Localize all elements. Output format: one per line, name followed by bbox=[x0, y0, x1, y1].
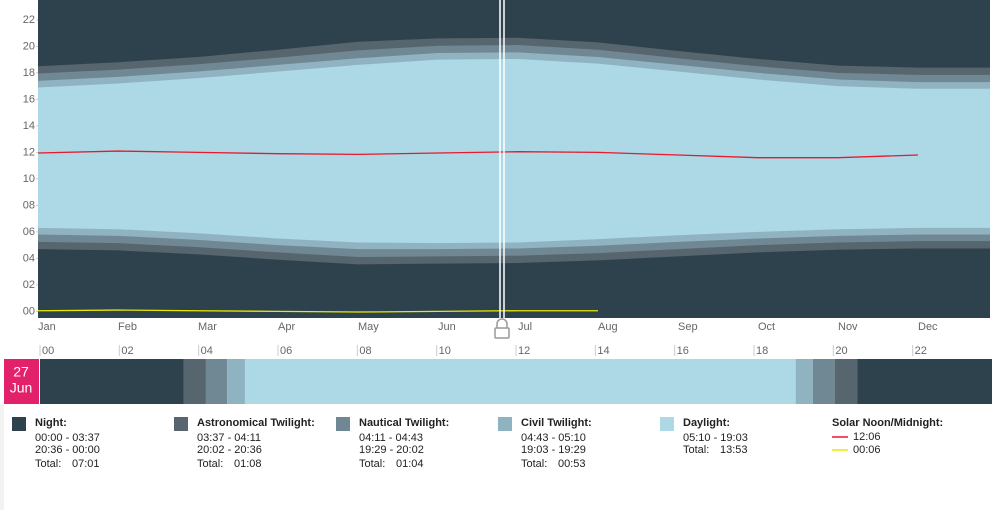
legend-time: 04:43 - 05:10 bbox=[521, 432, 586, 444]
x-tick-label: Jul bbox=[518, 321, 532, 333]
legend-total-label: Total: bbox=[359, 458, 385, 470]
legend-swatch bbox=[660, 417, 674, 431]
legend-time: 05:10 - 19:03 bbox=[683, 432, 748, 444]
y-tick-label: 08 bbox=[23, 199, 35, 211]
legend-area bbox=[0, 404, 993, 510]
twilight-band bbox=[38, 58, 990, 244]
hour-tick-label: 18 bbox=[756, 345, 768, 357]
date-day: 27 bbox=[13, 364, 29, 380]
x-tick-label: Apr bbox=[278, 321, 295, 333]
hour-tick-label: 08 bbox=[359, 345, 371, 357]
day-segment bbox=[834, 359, 858, 404]
y-tick-label: 16 bbox=[23, 93, 35, 105]
legend-name: Daylight: bbox=[683, 417, 730, 429]
date-badge bbox=[4, 359, 39, 404]
legend-time: 20:02 - 20:36 bbox=[197, 444, 262, 456]
day-segment bbox=[205, 359, 228, 404]
hour-tick-label: 22 bbox=[915, 345, 927, 357]
y-tick-label: 06 bbox=[23, 226, 35, 238]
day-segment bbox=[857, 359, 992, 404]
y-tick-label: 22 bbox=[23, 14, 35, 26]
day-segment bbox=[183, 359, 206, 404]
legend-time: 03:37 - 04:11 bbox=[197, 432, 261, 444]
hour-tick-label: 06 bbox=[280, 345, 292, 357]
day-segment bbox=[244, 359, 796, 404]
legend-swatch bbox=[498, 417, 512, 431]
legend-name: Astronomical Twilight: bbox=[197, 417, 315, 429]
legend-swatch bbox=[336, 417, 350, 431]
plot bbox=[37, 37, 990, 313]
y-tick-label: 02 bbox=[23, 279, 35, 291]
hour-tick-label: 04 bbox=[201, 345, 213, 357]
date-month: Jun bbox=[10, 380, 33, 396]
hour-tick-label: 16 bbox=[677, 345, 689, 357]
legend-time: 00:06 bbox=[853, 444, 881, 456]
x-tick-label: Oct bbox=[758, 321, 775, 333]
hour-tick-label: 14 bbox=[597, 345, 609, 357]
legend-total-label: Total: bbox=[683, 444, 709, 456]
hour-tick-label: 12 bbox=[518, 345, 530, 357]
legend-total: 00:53 bbox=[558, 458, 586, 470]
legend-time: 04:11 - 04:43 bbox=[359, 432, 423, 444]
legend-total-label: Total: bbox=[35, 458, 61, 470]
legend-name: Solar Noon/Midnight: bbox=[832, 417, 943, 429]
legend-swatch bbox=[174, 417, 188, 431]
y-tick-label: 18 bbox=[23, 67, 35, 79]
legend-name: Nautical Twilight: bbox=[359, 417, 449, 429]
legend-total: 01:08 bbox=[234, 458, 262, 470]
x-tick-label: May bbox=[358, 321, 379, 333]
legend-total: 01:04 bbox=[396, 458, 424, 470]
y-tick-label: 10 bbox=[23, 173, 35, 185]
y-tick-label: 00 bbox=[23, 305, 35, 317]
legend-total: 07:01 bbox=[72, 458, 100, 470]
lock-icon[interactable] bbox=[494, 318, 510, 339]
x-tick-label: Aug bbox=[598, 321, 618, 333]
day-segment bbox=[40, 359, 184, 404]
legend-edge bbox=[0, 404, 4, 510]
legend-time: 00:00 - 03:37 bbox=[35, 432, 100, 444]
legend-swatch bbox=[12, 417, 26, 431]
y-tick-label: 12 bbox=[23, 146, 35, 158]
solar-line bbox=[37, 150, 919, 159]
legend-name: Civil Twilight: bbox=[521, 417, 592, 429]
hour-tick-label: 00 bbox=[42, 345, 54, 357]
legend-time: 12:06 bbox=[853, 431, 881, 443]
legend-time: 20:36 - 00:00 bbox=[35, 444, 100, 456]
legend-total: 13:53 bbox=[720, 444, 748, 456]
hour-tick-label: 20 bbox=[835, 345, 847, 357]
day-segment bbox=[795, 359, 813, 404]
x-tick-label: Sep bbox=[678, 321, 698, 333]
x-tick-label: Dec bbox=[918, 321, 938, 333]
y-tick-label: 20 bbox=[23, 40, 35, 52]
x-tick-label: Feb bbox=[118, 321, 137, 333]
legend-total-label: Total: bbox=[197, 458, 223, 470]
y-tick-label: 14 bbox=[23, 120, 35, 132]
day-segment bbox=[812, 359, 835, 404]
legend-time: 19:29 - 20:02 bbox=[359, 444, 424, 456]
x-tick-label: Jan bbox=[38, 321, 56, 333]
y-tick-label: 04 bbox=[23, 252, 35, 264]
x-tick-label: Nov bbox=[838, 321, 858, 333]
hour-tick-label: 02 bbox=[121, 345, 133, 357]
x-tick-label: Mar bbox=[198, 321, 217, 333]
hour-tick-label: 10 bbox=[439, 345, 451, 357]
day-segment bbox=[227, 359, 245, 404]
legend-name: Night: bbox=[35, 417, 67, 429]
x-tick-label: Jun bbox=[438, 321, 456, 333]
legend-time: 19:03 - 19:29 bbox=[521, 444, 586, 456]
legend-total-label: Total: bbox=[521, 458, 547, 470]
